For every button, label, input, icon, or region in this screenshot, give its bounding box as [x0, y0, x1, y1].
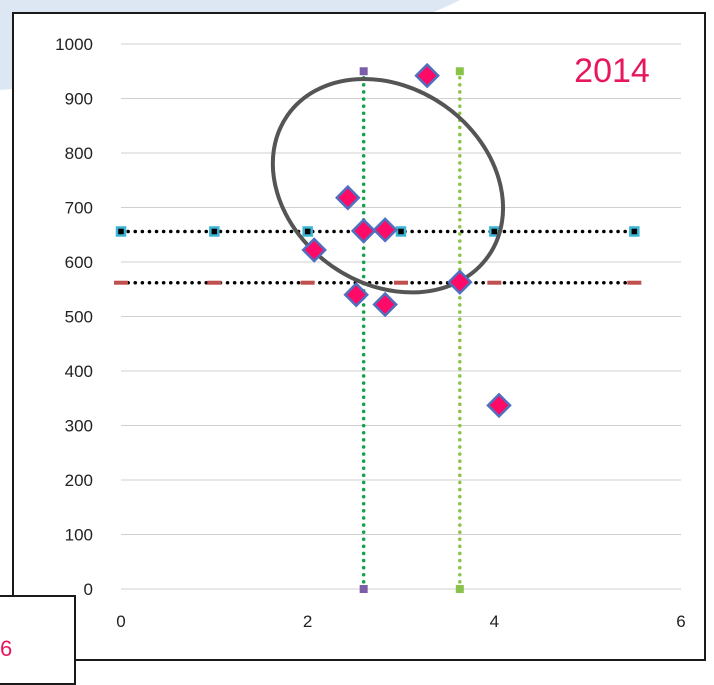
- reference-marker-h-1-5: [627, 280, 642, 285]
- y-tick-label-100: 100: [65, 526, 93, 545]
- reference-marker-v-3-1: [455, 67, 464, 76]
- y-tick-label-200: 200: [65, 471, 93, 490]
- y-tick-label-900: 900: [65, 90, 93, 109]
- y-tick-label-600: 600: [65, 253, 93, 272]
- reference-marker-h-0-3: [395, 226, 407, 237]
- y-tick-label-1000: 1000: [55, 35, 93, 54]
- data-point-6: [414, 62, 440, 89]
- year-annotation: 2014: [574, 52, 650, 90]
- reference-marker-h-0-2: [302, 226, 313, 237]
- reference-marker-h-0-0: [115, 226, 127, 237]
- y-tick-label-700: 700: [65, 199, 93, 218]
- x-tick-label-0: 0: [116, 612, 125, 631]
- highlight-ellipse: [270, 76, 506, 295]
- data-point-4: [343, 281, 369, 308]
- x-tick-label-6: 6: [676, 612, 685, 631]
- data-point-7: [447, 269, 473, 295]
- reference-marker-h-1-2: [300, 280, 315, 285]
- scatter-chart: 0 100 200 300 400 500 600 700 800 900 1000 0 2 4 6 20…: [55, 35, 686, 631]
- x-tick-label-2: 2: [303, 612, 312, 631]
- data-point-2: [350, 218, 377, 244]
- highlight-ellipse-group: [270, 76, 506, 295]
- x-axis-tick-labels: 0 2 4 6: [116, 612, 685, 631]
- data-point-3: [372, 217, 398, 243]
- chart-frame: [12, 12, 706, 661]
- y-tick-label-500: 500: [65, 308, 93, 327]
- data-points: [301, 62, 512, 419]
- overlapping-box-text: 6: [0, 636, 13, 661]
- data-point-8: [486, 392, 512, 419]
- y-tick-label-800: 800: [65, 144, 93, 163]
- reference-marker-h-0-5: [629, 226, 640, 237]
- y-tick-label-400: 400: [65, 362, 93, 381]
- reference-marker-h-1-0: [114, 280, 128, 285]
- reference-marker-h-1-4: [487, 280, 502, 285]
- reference-marker-v-3-0: [455, 585, 464, 593]
- reference-marker-h-1-3: [394, 280, 408, 285]
- reference-marker-h-1-1: [207, 280, 222, 285]
- gridlines: [121, 43, 681, 590]
- data-point-0: [301, 237, 327, 263]
- y-tick-label-300: 300: [65, 417, 93, 436]
- y-tick-label-0: 0: [84, 580, 93, 599]
- reference-lines: [114, 67, 642, 593]
- y-axis-tick-labels: 0 100 200 300 400 500 600 700 800 900 1000: [55, 35, 93, 599]
- x-tick-label-4: 4: [490, 612, 499, 631]
- reference-marker-v-2-1: [359, 67, 368, 76]
- data-point-5: [372, 291, 398, 318]
- reference-marker-v-2-0: [359, 585, 368, 593]
- reference-marker-h-0-1: [209, 226, 220, 237]
- data-point-1: [335, 184, 361, 211]
